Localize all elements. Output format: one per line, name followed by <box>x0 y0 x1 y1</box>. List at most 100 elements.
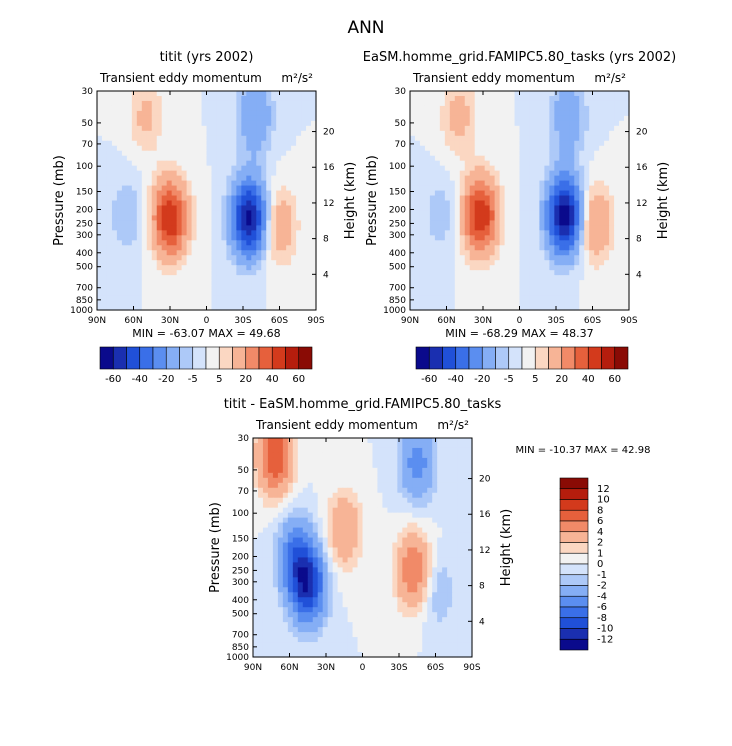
contour-cell <box>191 120 198 127</box>
contour-cell <box>246 280 252 286</box>
contour-cell <box>417 517 423 524</box>
contour-cell <box>437 532 443 539</box>
contour-cell <box>151 265 158 271</box>
contour-cell <box>594 225 600 231</box>
contour-cell <box>584 240 590 246</box>
contour-cell <box>146 245 153 251</box>
contour-cell <box>564 300 570 306</box>
contour-cell <box>287 457 294 464</box>
contour-cell <box>226 225 232 231</box>
contour-cell <box>464 155 471 162</box>
colorbar-swatch <box>601 346 616 370</box>
contour-cell <box>161 305 168 311</box>
contour-cell <box>106 285 113 291</box>
contour-cell <box>281 190 287 197</box>
contour-cell <box>327 502 334 509</box>
contour-cell <box>362 527 369 534</box>
contour-cell <box>226 255 232 261</box>
contour-cell <box>302 447 309 454</box>
contour-cell <box>514 245 521 251</box>
contour-cell <box>311 215 317 222</box>
contour-cell <box>594 185 600 192</box>
contour-cell <box>131 155 138 162</box>
contour-cell <box>569 175 575 182</box>
contour-cell <box>231 270 237 276</box>
contour-cell <box>402 447 408 454</box>
contour-cell <box>216 255 223 261</box>
contour-cell <box>282 457 289 464</box>
contour-cell <box>417 472 423 479</box>
contour-cell <box>262 442 269 449</box>
contour-cell <box>529 120 536 127</box>
contour-cell <box>414 275 421 281</box>
contour-cell <box>614 260 620 266</box>
contour-cell <box>362 537 369 544</box>
contour-cell <box>544 210 550 217</box>
contour-cell <box>251 265 257 271</box>
x-tick-label: 90N <box>88 316 106 326</box>
contour-cell <box>116 285 123 291</box>
contour-cell <box>291 135 297 142</box>
contour-cell <box>494 255 501 261</box>
contour-cell <box>534 275 541 281</box>
contour-cell <box>156 180 163 187</box>
contour-cell <box>604 225 610 231</box>
contour-cell <box>141 115 148 122</box>
contour-cell <box>256 230 262 236</box>
contour-cell <box>101 275 108 281</box>
contour-cell <box>504 280 511 286</box>
contour-cell <box>559 275 565 281</box>
contour-cell <box>327 457 334 464</box>
contour-cell <box>614 230 620 236</box>
contour-cell <box>599 170 605 177</box>
contour-cell <box>266 125 272 132</box>
contour-cell <box>437 472 443 479</box>
contour-cell <box>382 477 388 484</box>
contour-cell <box>489 290 496 296</box>
contour-cell <box>407 472 413 479</box>
contour-cell <box>494 135 501 142</box>
contour-cell <box>246 145 252 152</box>
contour-cell <box>559 130 565 137</box>
contour-cell <box>462 507 468 514</box>
contour-cell <box>589 165 595 172</box>
contour-cell <box>141 220 148 226</box>
contour-cell <box>171 145 178 152</box>
contour-cell <box>494 91 501 97</box>
contour-cell <box>221 140 228 147</box>
contour-cell <box>181 200 188 207</box>
contour-cell <box>181 230 188 236</box>
contour-cell <box>357 487 364 494</box>
contour-cell <box>474 235 481 241</box>
contour-cell <box>261 250 267 256</box>
contour-cell <box>146 170 153 177</box>
contour-cell <box>619 290 625 296</box>
contour-cell <box>534 255 541 261</box>
contour-cell <box>291 150 297 157</box>
colorbar-label: 60 <box>292 374 305 385</box>
contour-cell <box>387 537 393 544</box>
contour-cell <box>317 522 324 529</box>
contour-cell <box>301 110 307 117</box>
contour-cell <box>414 165 421 172</box>
contour-cell <box>519 170 526 177</box>
contour-cell <box>447 527 453 534</box>
contour-cell <box>574 150 580 157</box>
contour-cell <box>397 507 403 514</box>
contour-cell <box>494 165 501 172</box>
contour-cell <box>211 215 218 222</box>
contour-cell <box>554 275 560 281</box>
contour-cell <box>126 280 133 286</box>
contour-cell <box>301 275 307 281</box>
contour-cell <box>624 140 630 147</box>
contour-cell <box>291 110 297 117</box>
contour-cell <box>297 477 304 484</box>
contour-cell <box>141 190 148 197</box>
contour-cell <box>539 205 545 212</box>
contour-cell <box>287 532 294 539</box>
contour-cell <box>317 452 324 459</box>
contour-cell <box>156 120 163 127</box>
contour-cell <box>337 477 344 484</box>
contour-cell <box>357 452 364 459</box>
contour-cell <box>282 502 289 509</box>
